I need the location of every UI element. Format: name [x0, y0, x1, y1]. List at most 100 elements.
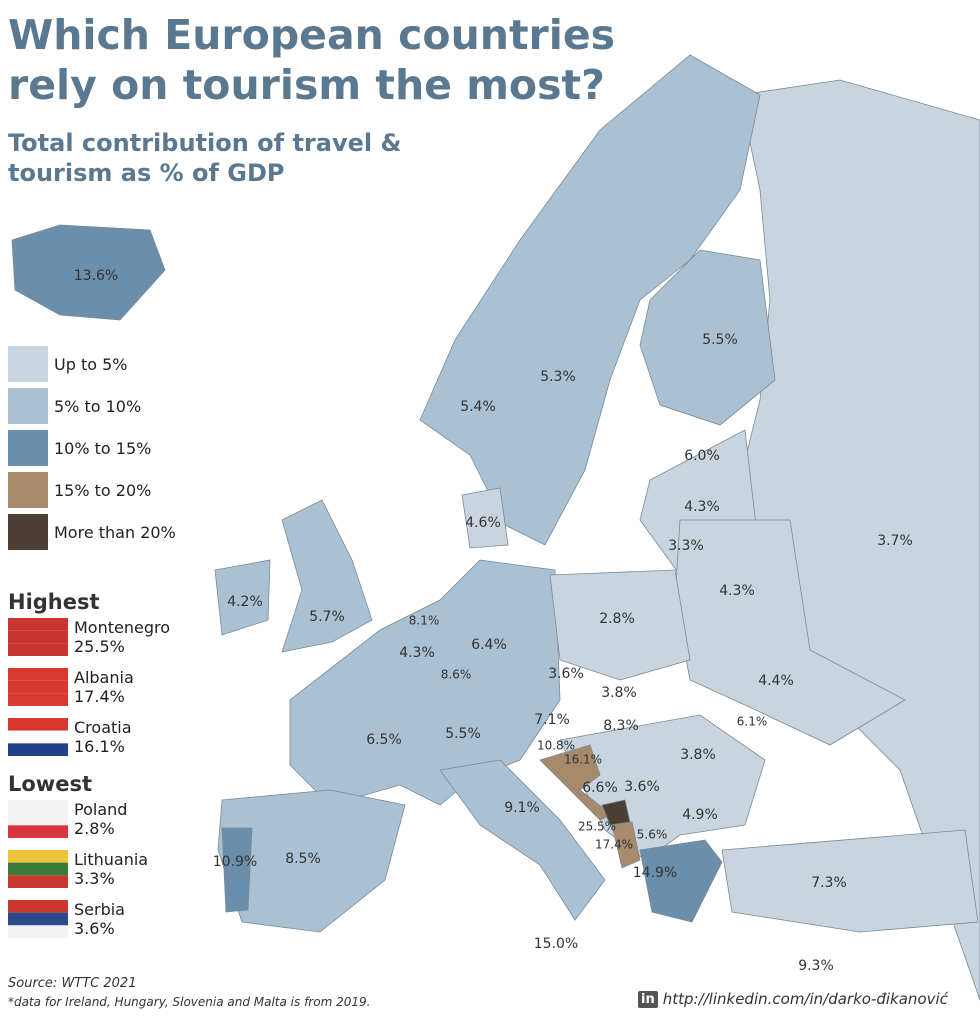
flag-stripe [8, 718, 68, 731]
flag-stripe [8, 925, 68, 938]
ranked-country: Montenegro 25.5% [8, 618, 170, 656]
legend-item: 15% to 20% [8, 472, 151, 508]
map-label: 3.8% [601, 685, 637, 701]
source: Source: WTTC 2021 [8, 976, 137, 991]
country-text: Poland 2.8% [74, 800, 127, 838]
flag-stripe [8, 825, 68, 838]
poland [549, 569, 691, 681]
flag-stripe [8, 875, 68, 888]
legend-label: 10% to 15% [54, 438, 152, 458]
legend-label: 5% to 10% [54, 396, 142, 416]
footnote: *data for Ireland, Hungary, Slovenia and… [8, 995, 371, 1009]
iceland [11, 224, 166, 321]
map-label: 17.4% [595, 838, 633, 852]
map-label: 4.4% [758, 673, 794, 689]
map-label: 3.6% [624, 779, 660, 795]
map-label: 6.5% [366, 732, 402, 748]
country-value: 16.1% [74, 737, 125, 756]
country-text: Croatia 16.1% [74, 718, 132, 756]
country-value: 3.6% [74, 919, 115, 938]
legend-item: 5% to 10% [8, 388, 141, 424]
legend-item: More than 20% [8, 514, 176, 550]
link-text: http://linkedin.com/in/darko-đikanović [662, 990, 948, 1008]
legend-item: 10% to 15% [8, 430, 151, 466]
flag-stripe [8, 693, 68, 706]
country-value: 2.8% [74, 819, 115, 838]
flag [8, 900, 68, 938]
flag-stripe [8, 680, 68, 694]
flag [8, 668, 68, 706]
group-heading: Lowest [8, 772, 92, 796]
map-label: 9.3% [798, 958, 834, 974]
ranked-country: Albania 17.4% [8, 668, 134, 706]
map-label: 8.3% [603, 718, 639, 734]
country-value: 17.4% [74, 687, 125, 706]
uk [281, 499, 373, 653]
map-label: 5.7% [309, 609, 345, 625]
group-heading: Highest [8, 590, 100, 614]
ireland [214, 559, 271, 636]
ranked-country: Poland 2.8% [8, 800, 127, 838]
map-label: 4.3% [684, 499, 720, 515]
map-label: 5.5% [702, 332, 738, 348]
map-label: 5.5% [445, 726, 481, 742]
map-label: 3.7% [877, 533, 913, 549]
country-name: Serbia [74, 900, 125, 919]
subtitle: Total contribution of travel & tourism a… [8, 129, 402, 187]
flag [8, 718, 68, 756]
map-label: 8.6% [441, 668, 472, 682]
finland [639, 249, 776, 426]
portugal [221, 827, 253, 913]
flag-stripe [8, 743, 68, 756]
map-label: 6.1% [737, 715, 768, 729]
ranked-country: Croatia 16.1% [8, 718, 132, 756]
legend-swatch [8, 388, 48, 424]
flag-stripe [8, 912, 68, 926]
map-label: 7.1% [534, 712, 570, 728]
flag-stripe [8, 630, 68, 644]
map-label: 5.6% [637, 828, 668, 842]
country-name: Poland [74, 800, 128, 819]
map-label: 14.9% [633, 865, 677, 881]
flag [8, 850, 68, 888]
map-label: 5.4% [460, 399, 496, 415]
legend-label: 15% to 20% [54, 480, 152, 500]
flag-stripe [8, 643, 68, 656]
map-label: 3.8% [680, 747, 716, 763]
link-icon: in [638, 990, 658, 1008]
country-name: Croatia [74, 718, 132, 737]
turkey [721, 829, 979, 933]
legend-swatch [8, 346, 48, 382]
flag [8, 618, 68, 656]
map-label: 6.4% [471, 637, 507, 653]
denmark [461, 487, 509, 549]
map-label: 10.9% [213, 854, 257, 870]
flag-stripe [8, 862, 68, 876]
map-label: 4.3% [719, 583, 755, 599]
map-label: 3.6% [548, 666, 584, 682]
map-label: 25.5% [578, 820, 616, 834]
map-label: 5.3% [540, 369, 576, 385]
albania [611, 821, 641, 869]
flag-stripe [8, 800, 68, 813]
map-label: 13.6% [74, 268, 118, 284]
flag-stripe [8, 900, 68, 913]
map-label: 4.9% [682, 807, 718, 823]
map-label: 4.6% [465, 515, 501, 531]
croatia [539, 744, 613, 821]
legend-swatch [8, 430, 48, 466]
country-text: Albania 17.4% [74, 668, 134, 706]
map-label: 7.3% [811, 875, 847, 891]
country-text: Montenegro 25.5% [74, 618, 170, 656]
map-label: 6.6% [582, 780, 618, 796]
iberia [217, 789, 406, 933]
flag-stripe [8, 668, 68, 681]
map-label: 8.1% [409, 614, 440, 628]
map-label: 4.3% [399, 645, 435, 661]
flag-stripe [8, 730, 68, 744]
link[interactable]: in http://linkedin.com/in/darko-đikanović [638, 990, 948, 1008]
map-label: 8.5% [285, 851, 321, 867]
flag-stripe [8, 850, 68, 863]
